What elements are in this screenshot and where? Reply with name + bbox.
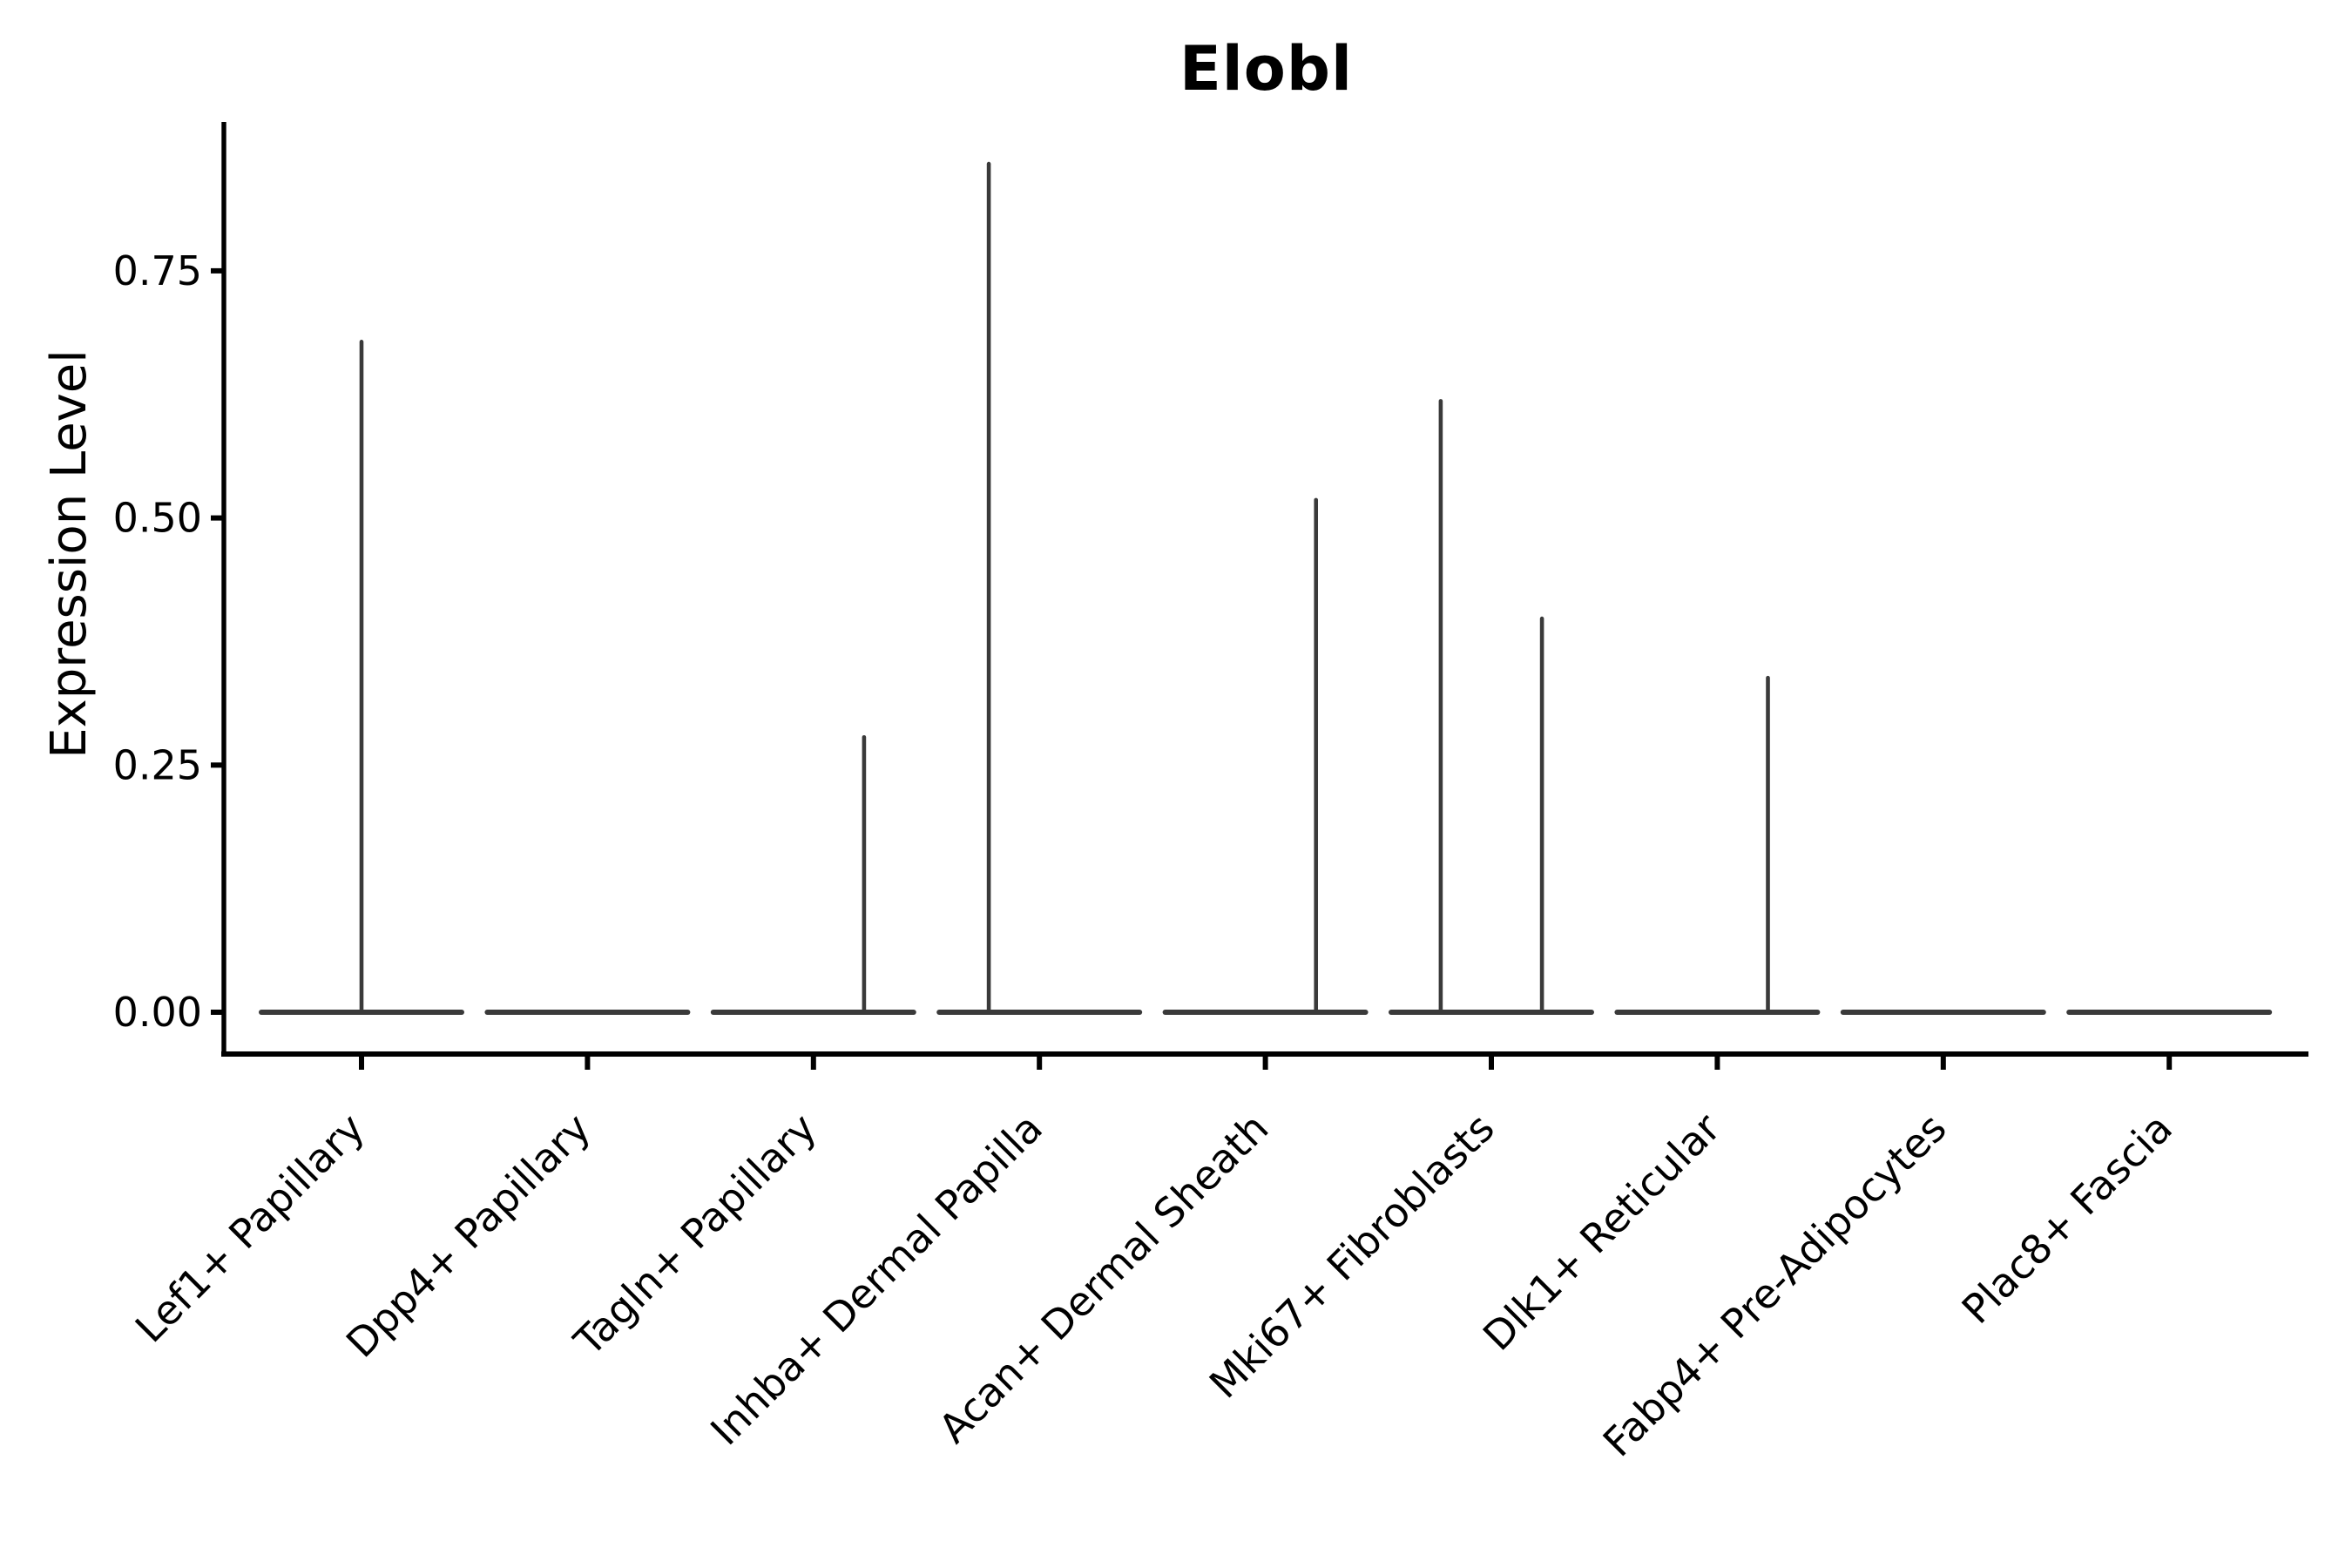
x-tick-label: Dpp4+ Papillary: [337, 1105, 599, 1367]
y-tick-label: 0.50: [113, 495, 202, 542]
chart-title: Elobl: [1179, 33, 1353, 105]
x-tick-label: Plac8+ Fascia: [1953, 1105, 2181, 1333]
y-axis-label: Expression Level: [41, 349, 98, 759]
x-tick-label: Tagln+ Papillary: [564, 1105, 826, 1366]
x-tick-label: Lef1+ Papillary: [126, 1105, 374, 1352]
x-tick-label: Dlk1+ Reticular: [1474, 1105, 1729, 1360]
y-tick-label: 0.00: [113, 989, 202, 1036]
y-tick-label: 0.75: [113, 247, 202, 294]
y-tick-label: 0.25: [113, 741, 202, 788]
